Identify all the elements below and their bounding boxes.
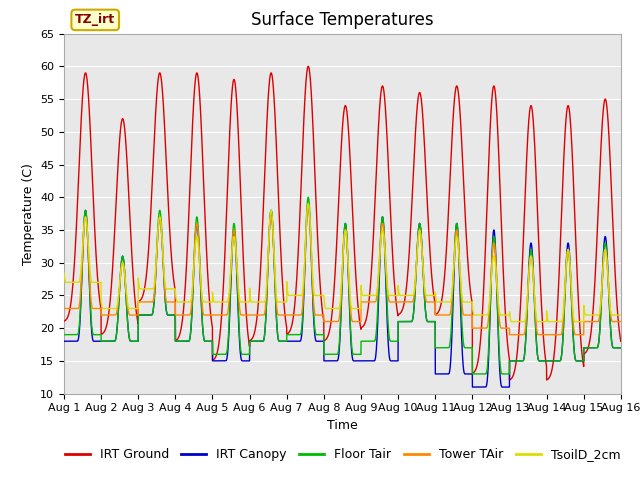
Y-axis label: Temperature (C): Temperature (C) xyxy=(22,163,35,264)
Legend: IRT Ground, IRT Canopy, Floor Tair, Tower TAir, TsoilD_2cm: IRT Ground, IRT Canopy, Floor Tair, Towe… xyxy=(60,443,625,466)
Title: Surface Temperatures: Surface Temperatures xyxy=(251,11,434,29)
Text: TZ_irt: TZ_irt xyxy=(75,13,115,26)
X-axis label: Time: Time xyxy=(327,419,358,432)
